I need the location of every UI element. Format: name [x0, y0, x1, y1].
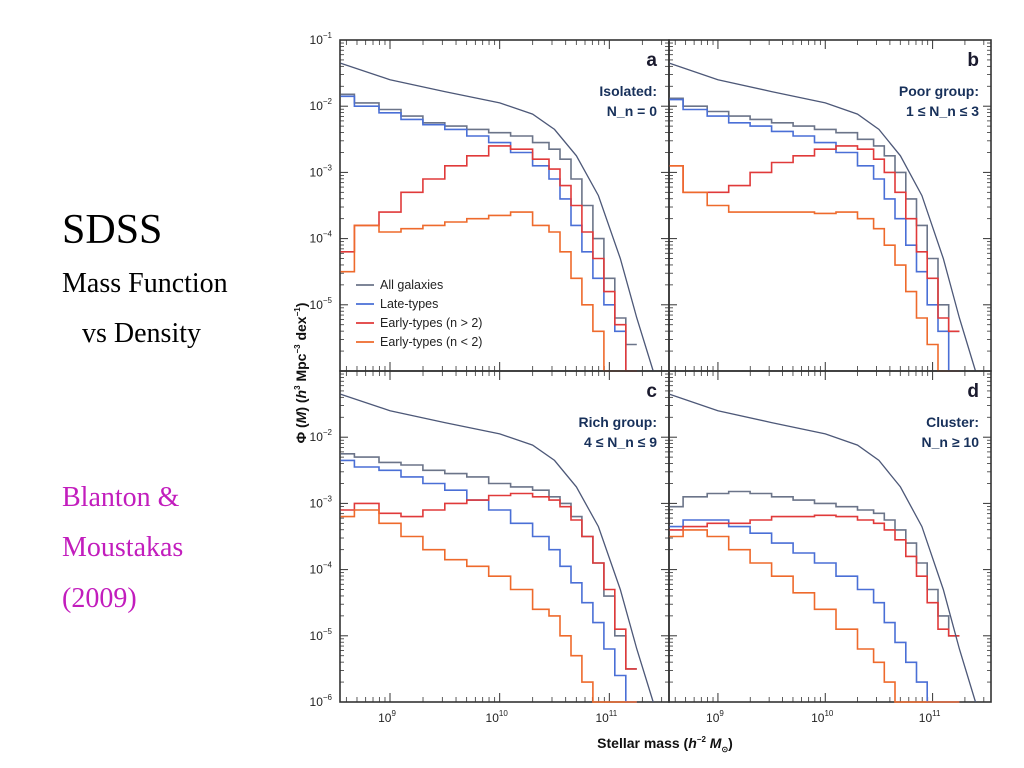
x-tick-exponent: 10 [499, 709, 508, 718]
y-tick-exponent: −5 [323, 296, 333, 305]
slide-title: SDSS [62, 207, 163, 253]
y-tick-exponent: −3 [323, 494, 333, 503]
panel-letter-label: c [646, 381, 657, 402]
y-tick-exponent: −3 [323, 163, 333, 172]
citation-line3: (2009) [62, 583, 137, 614]
panel-frame [668, 370, 992, 703]
y-tick-exponent: −5 [323, 627, 333, 636]
y-tick-exponent: −4 [323, 230, 333, 239]
series-early_lo-line [669, 165, 960, 372]
y-axis-title: Φ (M) (h3 Mpc−3 dex−1) [293, 303, 309, 444]
citation-line1: Blanton & [62, 482, 180, 513]
panel-letter-label: b [967, 50, 979, 71]
panel-count-label: N_n = 0 [607, 103, 657, 119]
series-early_lo-line [340, 211, 637, 372]
slide-subtitle-line1: Mass Function [62, 268, 228, 299]
panel-environment-label: Rich group: [578, 414, 657, 430]
panel-letter-label: d [967, 381, 979, 402]
smooth-all-galaxies-curve [669, 393, 977, 703]
x-tick-exponent: 9 [719, 709, 724, 718]
legend-label-late: Late-types [380, 297, 438, 311]
panel-count-label: 1 ≤ N_n ≤ 3 [906, 103, 979, 119]
y-tick-exponent: −1 [323, 31, 333, 40]
series-all-line [669, 490, 960, 637]
series-early_hi-line [669, 514, 960, 637]
legend-label-early_lo: Early-types (n < 2) [380, 335, 482, 349]
series-early_hi-line [669, 145, 960, 333]
series-early_hi-line [340, 145, 637, 372]
panel-a: a Isolated: N_n = 0 [339, 39, 670, 372]
panel-d: d Cluster: N_n ≥ 10 [668, 370, 992, 703]
series-late-line [340, 459, 637, 703]
smooth-all-galaxies-curve [669, 62, 977, 372]
x-tick-exponent: 9 [391, 709, 396, 718]
series-late-line [669, 519, 960, 703]
citation-line2: Moustakas [62, 532, 184, 563]
series-early_lo-line [340, 509, 637, 703]
panel-environment-label: Cluster: [926, 414, 979, 430]
y-tick-exponent: −6 [323, 693, 333, 702]
figure-background [291, 24, 1000, 768]
panel-c: c Rich group: 4 ≤ N_n ≤ 9 [339, 370, 670, 703]
smooth-all-galaxies-curve [340, 393, 654, 703]
series-early_hi-line [340, 492, 637, 670]
legend-label-all: All galaxies [380, 278, 443, 292]
legend: All galaxies Late-types Early-types (n > 2… [356, 278, 482, 349]
panel-b: b Poor group: 1 ≤ N_n ≤ 3 [668, 39, 992, 372]
panel-environment-label: Isolated: [599, 83, 657, 99]
y-tick-exponent: −2 [323, 428, 333, 437]
legend-label-early_hi: Early-types (n > 2) [380, 316, 482, 330]
x-tick-exponent: 10 [824, 709, 833, 718]
x-tick-exponent: 11 [609, 709, 618, 718]
slide-subtitle-line2: vs Density [82, 318, 201, 349]
panel-environment-label: Poor group: [899, 83, 979, 99]
x-tick-exponent: 11 [932, 709, 941, 718]
smooth-all-galaxies-curve [340, 62, 654, 372]
panel-count-label: 4 ≤ N_n ≤ 9 [584, 434, 657, 450]
series-early_lo-line [669, 529, 960, 703]
y-tick-exponent: −2 [323, 97, 333, 106]
panel-letter-label: a [646, 50, 657, 71]
y-tick-exponent: −4 [323, 561, 333, 570]
panel-count-label: N_n ≥ 10 [922, 434, 980, 450]
